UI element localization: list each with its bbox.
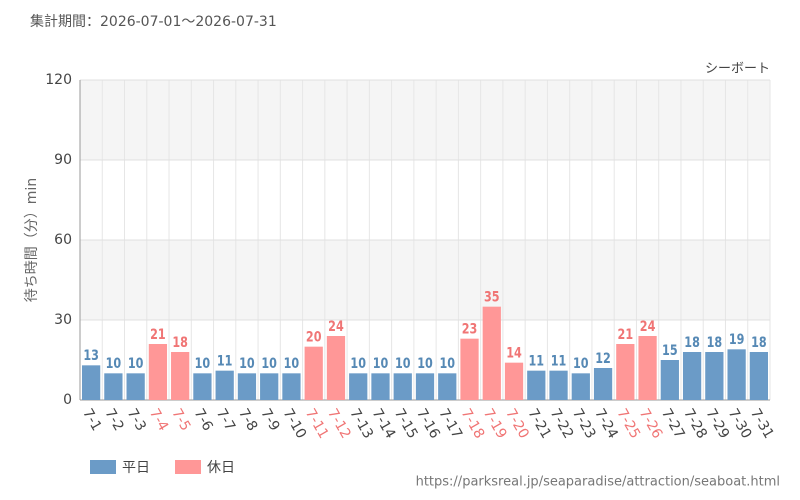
x-tick-label: 7-31	[747, 406, 777, 442]
chart-title: 集計期間：2026-07-01～2026-07-31	[30, 13, 277, 30]
bar	[749, 352, 768, 400]
bar	[193, 373, 212, 400]
y-tick-label: 60	[54, 232, 72, 248]
bar	[504, 362, 524, 400]
y-tick-label: 0	[63, 392, 72, 408]
value-label: 10	[195, 355, 211, 372]
value-label: 21	[618, 326, 634, 343]
value-label: 10	[128, 355, 144, 372]
y-tick-label: 30	[54, 312, 72, 328]
x-tick-label: 7-4	[146, 406, 171, 434]
bar	[148, 344, 168, 400]
value-label: 21	[150, 326, 166, 343]
y-tick-label: 90	[54, 152, 72, 168]
bar	[82, 365, 101, 400]
grid-band	[80, 80, 770, 160]
legend-label: 休日	[207, 460, 235, 476]
bar	[371, 373, 390, 400]
value-label: 35	[484, 288, 500, 305]
value-label: 10	[239, 355, 255, 372]
value-label: 14	[506, 344, 522, 361]
value-label: 10	[573, 355, 589, 372]
grid-band	[80, 240, 770, 320]
y-axis-label: 待ち時間（分）min	[24, 178, 40, 302]
bar	[126, 373, 145, 400]
bar	[482, 306, 501, 400]
legend-swatch	[90, 460, 116, 474]
value-label: 24	[328, 318, 344, 335]
value-label: 10	[261, 355, 277, 372]
x-tick-label: 7-9	[257, 406, 282, 434]
chart-subtitle: シーボート	[705, 62, 770, 77]
value-label: 10	[373, 355, 389, 372]
y-tick-label: 120	[45, 72, 72, 88]
bar	[616, 344, 635, 400]
x-tick-label: 7-2	[101, 406, 126, 434]
value-label: 11	[551, 352, 567, 369]
value-label: 12	[595, 350, 611, 367]
legend-swatch	[175, 460, 201, 474]
bar	[326, 336, 346, 400]
source: https://parksreal.jp/seaparadise/attract…	[416, 475, 780, 490]
bar	[638, 336, 657, 400]
bar	[593, 368, 613, 400]
bar	[282, 373, 301, 400]
value-label: 10	[284, 355, 300, 372]
x-tick-label: 7-7	[213, 406, 238, 434]
value-label: 18	[684, 334, 700, 351]
bar	[527, 370, 546, 400]
value-label: 10	[395, 355, 411, 372]
value-label: 19	[729, 331, 745, 348]
bar	[682, 352, 702, 400]
value-label: 20	[306, 328, 322, 345]
bar	[393, 373, 412, 400]
bar	[571, 373, 590, 400]
x-tick-label: 7-3	[124, 406, 149, 434]
value-label: 10	[106, 355, 122, 372]
bar	[260, 373, 279, 400]
bar	[438, 373, 457, 400]
bar	[705, 352, 724, 400]
value-label: 18	[751, 334, 767, 351]
x-tick-label: 7-5	[168, 406, 193, 434]
value-label: 10	[350, 355, 366, 372]
bar	[304, 346, 323, 400]
value-label: 18	[172, 334, 188, 351]
value-label: 11	[217, 352, 233, 369]
bar	[171, 352, 190, 400]
value-label: 18	[707, 334, 723, 351]
value-label: 23	[462, 320, 478, 337]
bar	[237, 373, 257, 400]
x-tick-label: 7-1	[79, 406, 104, 434]
legend-label: 平日	[122, 460, 150, 476]
bar	[660, 360, 679, 400]
value-label: 13	[83, 347, 99, 364]
bar	[215, 370, 234, 400]
value-label: 10	[439, 355, 455, 372]
bar	[460, 338, 479, 400]
x-tick-label: 7-6	[190, 406, 215, 434]
value-label: 11	[529, 352, 545, 369]
x-tick-label: 7-8	[235, 406, 260, 434]
bar	[349, 373, 368, 400]
bar	[549, 370, 568, 400]
bar	[104, 373, 123, 400]
value-label: 24	[640, 318, 656, 335]
value-label: 10	[417, 355, 433, 372]
bar	[415, 373, 435, 400]
value-label: 15	[662, 342, 678, 359]
bar	[727, 349, 746, 400]
